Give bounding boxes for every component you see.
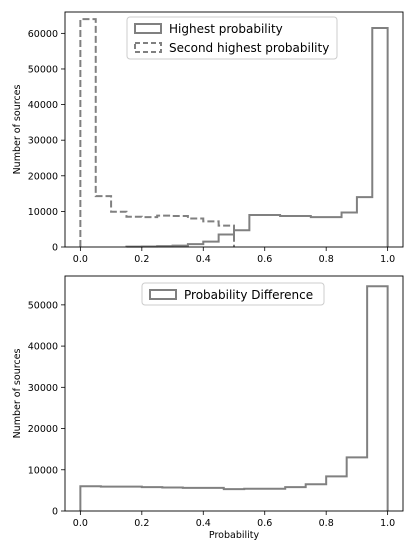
- y-tick-label: 10000: [28, 207, 58, 218]
- top-histogram-panel: 0.0 0.2 0.4 0.6 0.8 1.0 0 10000 20000 30000 40000 5…: [12, 11, 404, 265]
- x-tick-label: 1.0: [380, 518, 395, 529]
- legend-swatch: [134, 42, 162, 53]
- legend-label: Probability Difference: [184, 288, 313, 302]
- legend-box: [126, 16, 338, 60]
- series-1-step-line: [79, 18, 235, 247]
- x-tick-label: 0.0: [73, 518, 88, 529]
- x-tick-label: 0.6: [257, 518, 272, 529]
- y-axis-label: Number of sources: [12, 85, 23, 175]
- x-tick-label: 1.0: [380, 254, 395, 265]
- y-tick-label: 40000: [28, 100, 58, 111]
- x-tick-label: 0.0: [73, 254, 88, 265]
- legend-swatch: [134, 23, 162, 34]
- legend: Highest probability Second highest probab…: [126, 16, 338, 60]
- legend: Probability Difference: [141, 282, 325, 306]
- y-axis-label: Number of sources: [12, 349, 23, 439]
- x-tick-label: 0.8: [319, 518, 334, 529]
- x-tick-label: 0.6: [257, 254, 272, 265]
- y-tick-label: 20000: [28, 171, 58, 182]
- y-tick-label: 30000: [28, 136, 58, 147]
- legend-label: Highest probability: [169, 22, 283, 36]
- y-tick-label: 60000: [28, 29, 58, 40]
- bottom-histogram-panel: 0.0 0.2 0.4 0.6 0.8 1.0 0 10000 20000 30000 40000 5…: [12, 275, 404, 541]
- y-tick-label: 40000: [28, 342, 58, 353]
- y-tick-label: 20000: [28, 424, 58, 435]
- x-tick-label: 0.2: [134, 254, 149, 265]
- x-tick-label: 0.4: [196, 518, 211, 529]
- x-tick-label: 0.8: [319, 254, 334, 265]
- series-0-step-line: [125, 27, 389, 248]
- x-tick-label: 0.2: [134, 518, 149, 529]
- legend-box: [141, 282, 325, 306]
- y-tick-label: 50000: [28, 300, 58, 311]
- y-tick-label: 30000: [28, 383, 58, 394]
- y-tick-label: 0: [52, 507, 58, 518]
- axes-frame: [64, 275, 404, 512]
- axes-frame: [64, 11, 404, 248]
- x-axis-label: Probability: [209, 530, 260, 541]
- legend-swatch: [149, 289, 177, 300]
- y-tick-label: 50000: [28, 64, 58, 75]
- legend-label: Second highest probability: [169, 41, 329, 55]
- series-0-step-line: [79, 285, 389, 511]
- y-tick-label: 0: [52, 243, 58, 254]
- x-tick-label: 0.4: [196, 254, 211, 265]
- y-tick-label: 10000: [28, 465, 58, 476]
